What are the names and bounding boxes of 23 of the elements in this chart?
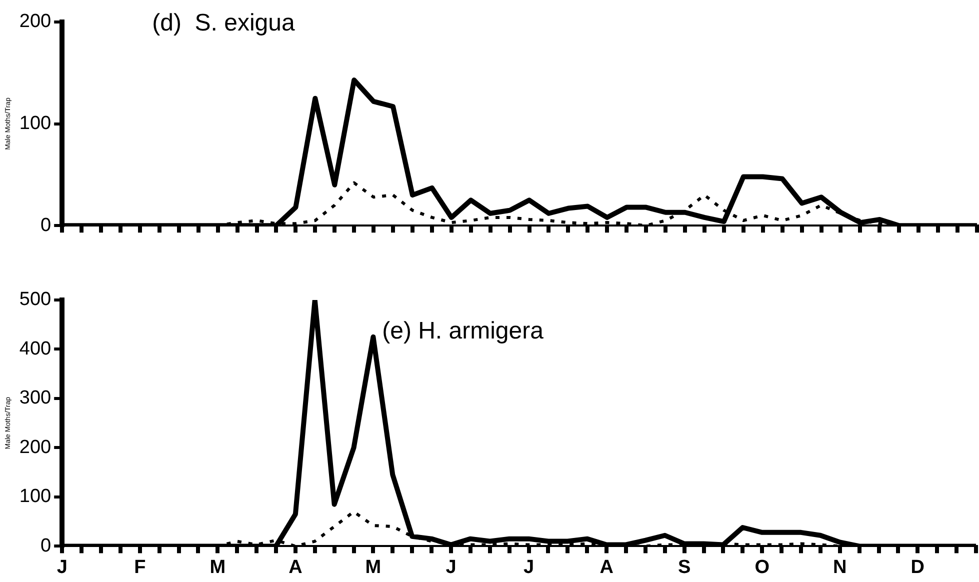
y-tick-label: 0 [40,535,52,556]
y-tick-label: 200 [19,436,52,458]
x-tick-label: M [210,556,226,578]
x-tick-label: S [678,556,691,578]
x-tick-label: J [56,556,68,578]
x-tick-label: J [523,556,534,578]
x-tick-label: A [600,556,614,578]
y-tick-label: 500 [19,289,52,310]
y-tick-label: 300 [19,388,52,409]
x-tick-label: J [446,556,456,578]
y-tick-label: 100 [19,486,52,508]
chart-title: (d) S. exigua [152,10,296,37]
x-tick-label: F [134,556,146,578]
y-tick-label: 400 [19,338,52,360]
x-tick-label: M [365,556,382,578]
x-tick-label: A [288,556,303,578]
x-tick-label: D [910,556,925,578]
x-tick-label: N [833,556,847,578]
x-tick-label: O [754,556,770,578]
y-tick-label: 0 [40,214,52,236]
y-tick-label: 100 [19,113,52,134]
y-tick-label: 200 [19,11,52,32]
text: (e) H. armigera [382,318,544,345]
